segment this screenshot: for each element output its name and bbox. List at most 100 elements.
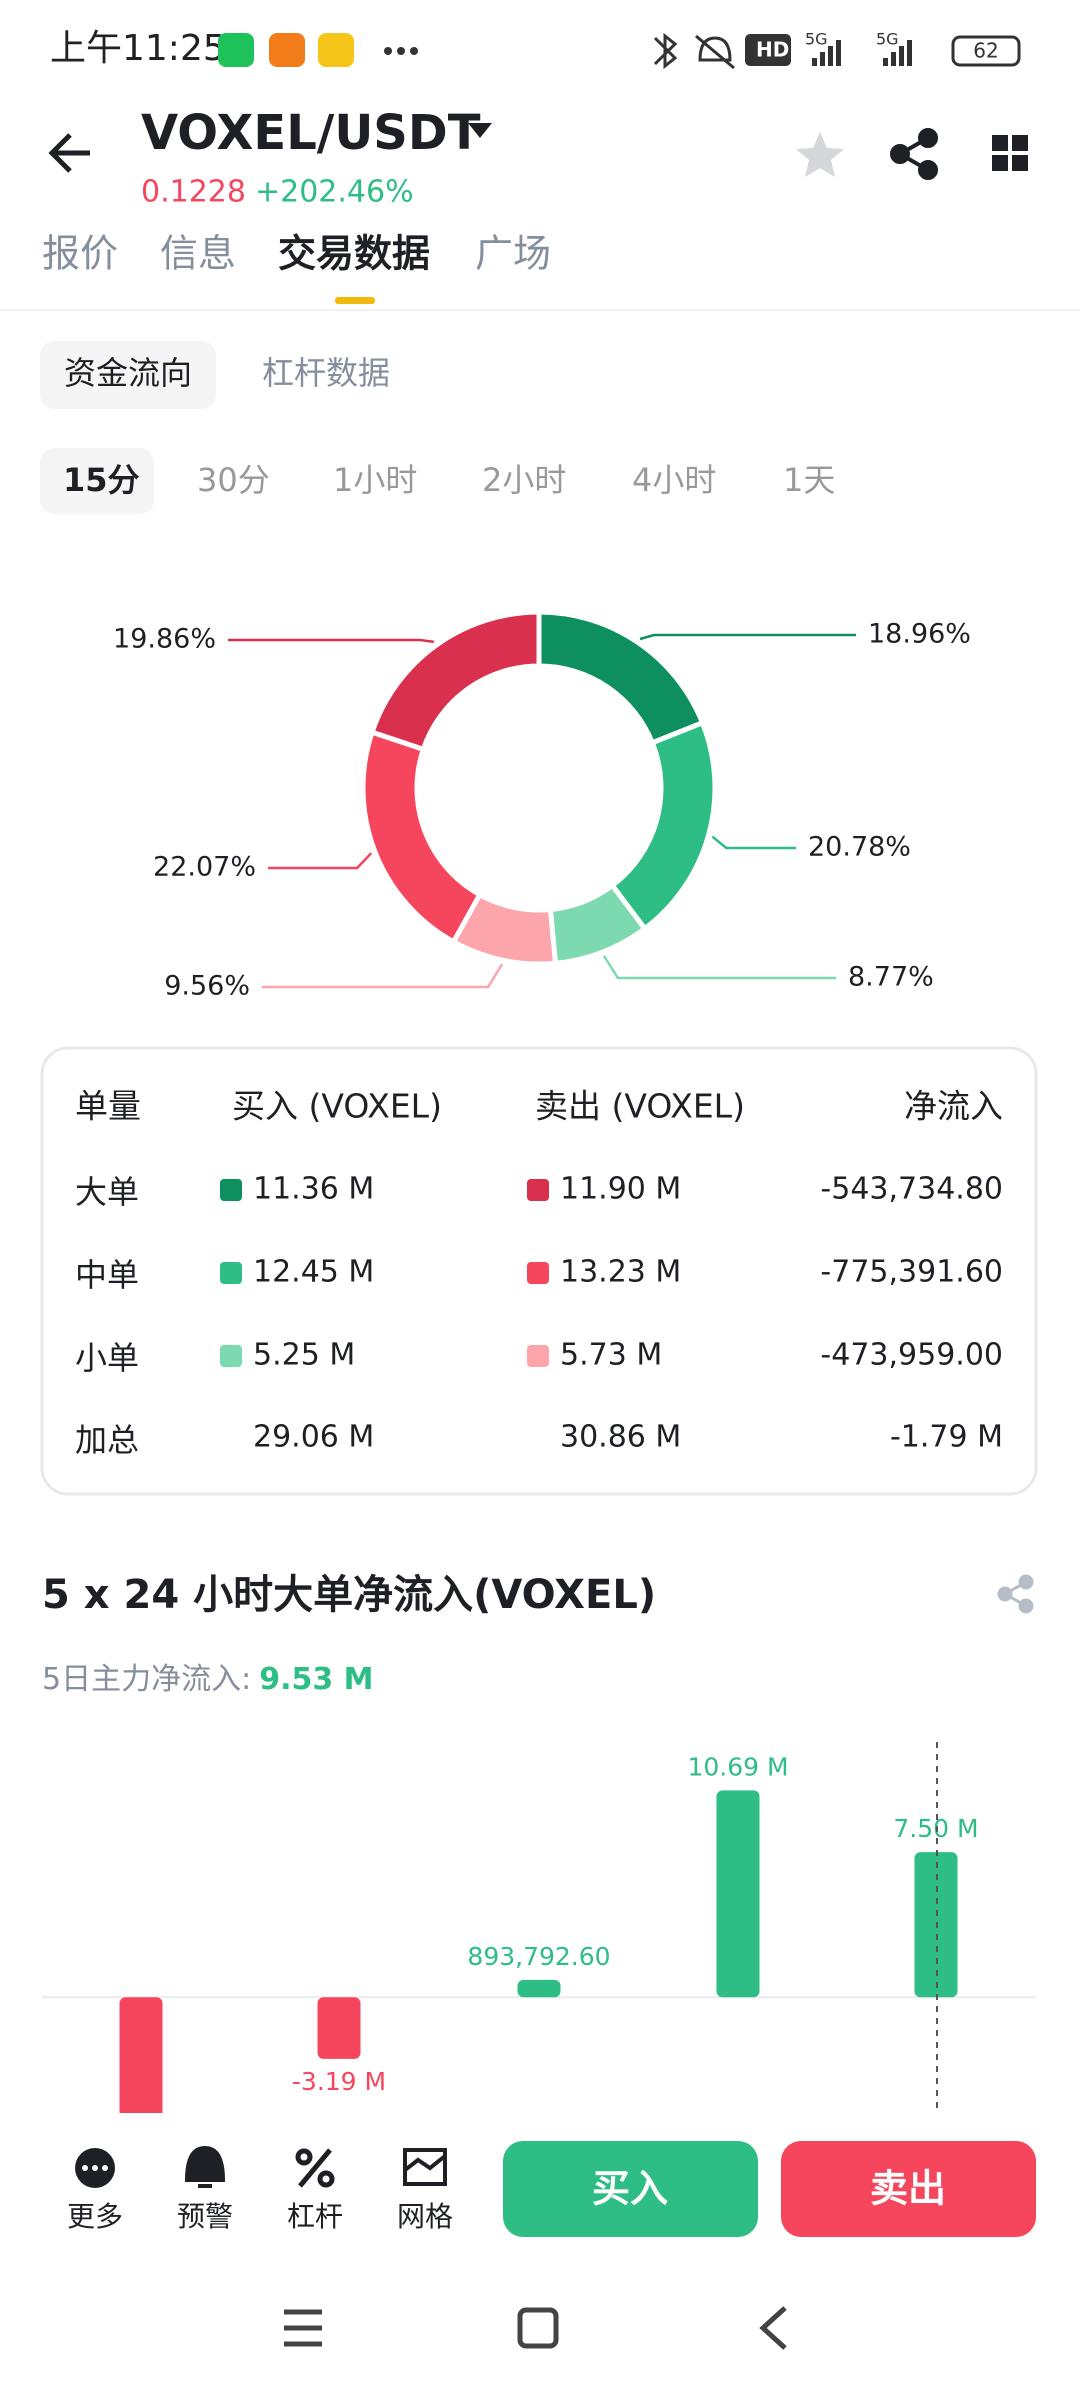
price-change: +202.46% [255, 175, 414, 210]
back-button[interactable] [48, 133, 90, 173]
tab-indicator [335, 297, 375, 304]
share-button[interactable] [890, 128, 938, 180]
net-inflow: -1.79 M [890, 1420, 1003, 1455]
action-label[interactable]: 网格 [397, 2200, 453, 2233]
leader-line [711, 835, 796, 850]
buy-label[interactable]: 买入 [592, 2167, 668, 2211]
battery-icon [951, 35, 1021, 67]
sell-swatch [527, 1262, 549, 1284]
sub-tab[interactable]: 资金流向 [64, 354, 192, 392]
interval[interactable]: 4小时 [632, 461, 716, 499]
buy-amount: 5.25 M [253, 1338, 355, 1373]
hd-label: HD [756, 38, 789, 62]
app-icon [269, 33, 305, 67]
interval[interactable]: 15分 [63, 461, 140, 499]
sell-amount: 30.86 M [560, 1420, 681, 1455]
donut-label: 18.96% [868, 619, 971, 650]
summary-value: 9.53 M [259, 1662, 373, 1697]
interval[interactable]: 30分 [197, 461, 270, 499]
action-label[interactable]: 更多 [67, 2200, 123, 2233]
leader-line [602, 955, 836, 980]
buy-swatch [220, 1345, 242, 1367]
favorite-button[interactable] [796, 132, 844, 177]
row-label: 中单 [75, 1256, 139, 1294]
pair-title[interactable]: VOXEL/USDT [141, 105, 481, 161]
mute-icon [695, 34, 735, 70]
leader-line [639, 633, 856, 641]
tab[interactable]: 交易数据 [278, 232, 430, 276]
buy-amount: 29.06 M [253, 1420, 374, 1455]
action-label[interactable]: 杠杆 [287, 2200, 343, 2233]
buy-amount: 11.36 M [253, 1172, 374, 1207]
sell-amount: 11.90 M [560, 1172, 681, 1207]
buy-button[interactable] [503, 2141, 758, 2237]
leader-line [228, 638, 435, 644]
buy-amount: 12.45 M [253, 1255, 374, 1290]
nav-home[interactable] [517, 2307, 559, 2349]
sell-label[interactable]: 卖出 [870, 2167, 946, 2211]
flow-table [40, 1046, 1038, 1496]
app-icon [318, 33, 354, 67]
interval-active-bg [40, 448, 154, 514]
sub-tab[interactable]: 杠杆数据 [262, 354, 390, 392]
bar-value-label: 10.69 M [687, 1752, 788, 1781]
app-icon [218, 33, 254, 67]
donut-segment [360, 728, 484, 946]
tab[interactable]: 广场 [475, 232, 551, 276]
net-inflow: -775,391.60 [820, 1255, 1003, 1290]
leader-line [268, 852, 373, 870]
sell-amount: 5.73 M [560, 1338, 662, 1373]
nav-menu[interactable] [284, 2309, 322, 2347]
status-time: 上午11:25 [50, 28, 226, 69]
tab[interactable]: 信息 [160, 232, 236, 276]
bluetooth-icon [653, 32, 678, 70]
sell-swatch [527, 1179, 549, 1201]
share-button[interactable] [997, 1574, 1034, 1614]
bar-value-label: -3.19 M [292, 2067, 386, 2096]
sell-amount: 13.23 M [560, 1255, 681, 1290]
hd-badge [745, 34, 791, 66]
signal-icon [812, 40, 841, 66]
last-price: 0.1228 [141, 175, 246, 210]
layout-button[interactable] [992, 135, 1028, 171]
bar [517, 1979, 561, 1998]
tab[interactable]: 报价 [42, 232, 118, 276]
donut-segment [608, 719, 718, 933]
buy-swatch [220, 1179, 242, 1201]
donut-label: 19.86% [113, 624, 216, 655]
grid-icon[interactable] [403, 2148, 447, 2186]
action-label[interactable]: 预警 [177, 2200, 233, 2233]
table-header: 单量 [75, 1087, 141, 1126]
donut-segment [368, 609, 542, 753]
nav-back[interactable] [759, 2306, 787, 2350]
margin-icon[interactable] [295, 2148, 335, 2188]
interval[interactable]: 1小时 [333, 461, 417, 499]
summary: 5日主力净流入: 9.53 M [42, 1662, 374, 1697]
pair-dropdown[interactable] [468, 123, 492, 138]
net-inflow: -473,959.00 [820, 1338, 1003, 1373]
interval[interactable]: 2小时 [482, 461, 566, 499]
battery-level: 62 [973, 39, 998, 63]
summary-label: 5日主力净流入: [42, 1662, 251, 1697]
bar-value-label: 893,792.60 [467, 1942, 610, 1971]
donut-segment [536, 609, 706, 747]
interval[interactable]: 1天 [783, 461, 835, 499]
buy-swatch [220, 1262, 242, 1284]
donut-label: 9.56% [164, 971, 250, 1002]
divider [0, 309, 1080, 311]
sub-tab-active-bg [40, 341, 216, 409]
signal-icon [883, 40, 912, 66]
donut-label: 20.78% [808, 832, 911, 863]
sell-button[interactable] [781, 2141, 1036, 2237]
row-label: 加总 [75, 1421, 139, 1459]
table-header: 买入 (VOXEL) [232, 1087, 442, 1126]
network-label: 5G [805, 30, 828, 49]
sell-swatch [527, 1345, 549, 1367]
leader-line [262, 963, 504, 989]
alert-icon[interactable] [184, 2145, 226, 2188]
donut-label: 8.77% [848, 962, 934, 993]
table-header: 卖出 (VOXEL) [535, 1087, 745, 1126]
more-dots [384, 47, 418, 55]
